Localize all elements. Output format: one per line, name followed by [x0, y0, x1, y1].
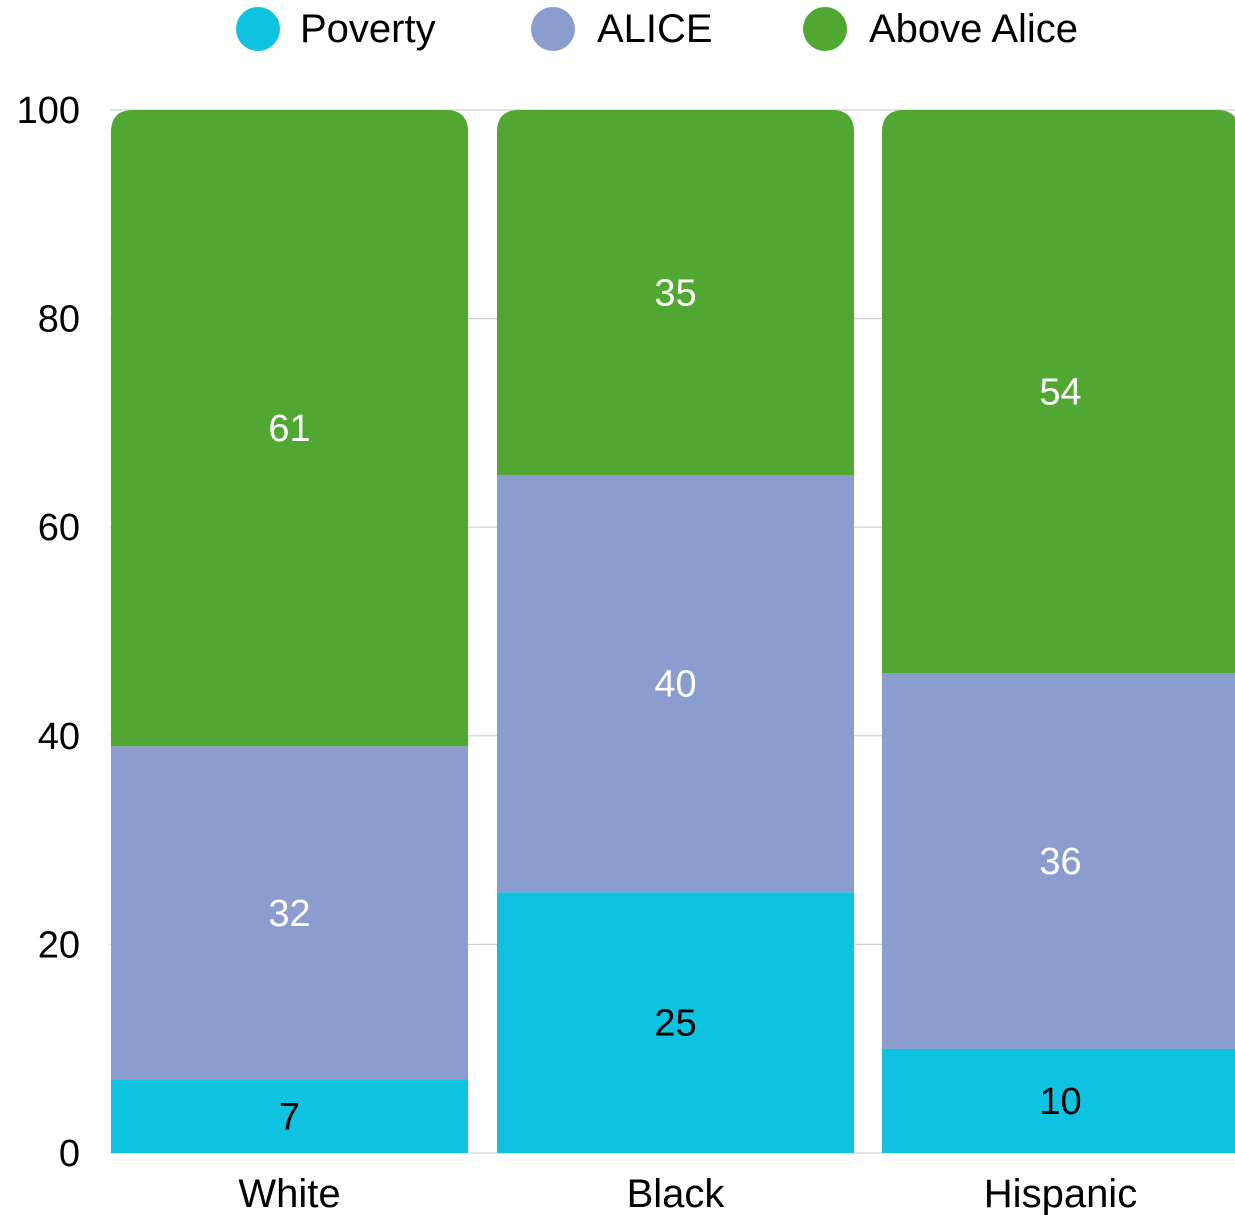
data-label: 32 — [268, 893, 310, 935]
data-label: 40 — [654, 664, 696, 706]
data-labels: 7 32 61 25 40 35 10 36 54 — [268, 273, 1081, 1139]
bar-segment — [111, 746, 468, 1080]
data-label: 10 — [1039, 1081, 1081, 1123]
data-label: 35 — [654, 273, 696, 315]
bar-segment — [882, 1048, 1235, 1153]
y-tick-label: 0 — [59, 1133, 80, 1175]
legend-marker-icon — [803, 7, 847, 51]
legend-label: Poverty — [300, 7, 436, 51]
data-label: 25 — [654, 1003, 696, 1045]
data-label: 61 — [268, 408, 310, 450]
data-label: 7 — [279, 1096, 300, 1138]
x-tick-label: Black — [627, 1172, 726, 1215]
x-tick-label: Hispanic — [984, 1172, 1137, 1215]
legend-label: ALICE — [597, 7, 713, 51]
axes: 0 20 40 60 80 100 White Black Hispanic — [17, 90, 1138, 1215]
legend-marker-icon — [236, 7, 280, 51]
bar-segment — [497, 110, 854, 476]
bar-segment — [497, 892, 854, 1153]
bar-segment — [111, 110, 468, 747]
bar-segment — [497, 475, 854, 893]
y-tick-label: 80 — [38, 299, 80, 341]
data-label: 54 — [1039, 372, 1081, 414]
x-tick-label: White — [238, 1172, 340, 1215]
legend-label: Above Alice — [869, 7, 1078, 51]
bars — [111, 110, 1235, 1153]
bar-segment — [882, 110, 1235, 674]
y-tick-label: 40 — [38, 716, 80, 758]
bar-segment — [111, 1079, 468, 1153]
legend: Poverty ALICE Above Alice — [236, 7, 1078, 51]
y-tick-label: 20 — [38, 924, 80, 966]
data-label: 36 — [1039, 841, 1081, 883]
bar-segment — [882, 673, 1235, 1049]
legend-marker-icon — [531, 7, 575, 51]
y-tick-label: 100 — [17, 90, 80, 132]
y-tick-label: 60 — [38, 507, 80, 549]
